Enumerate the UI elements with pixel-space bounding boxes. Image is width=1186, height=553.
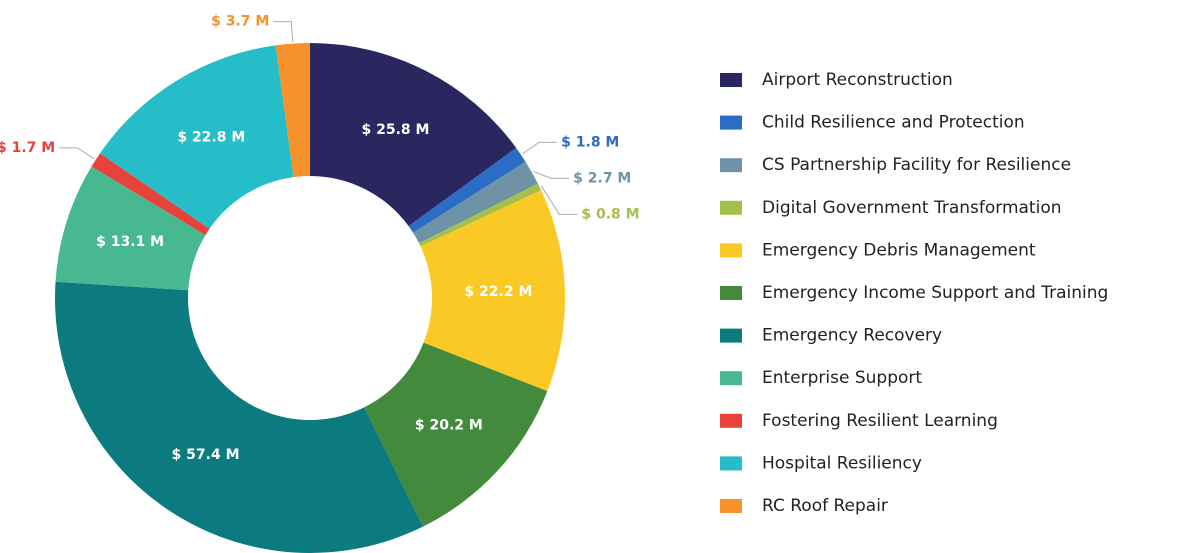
donut-slice — [419, 183, 542, 247]
legend-swatch — [720, 456, 742, 471]
data-label: $ 2.7 M — [573, 170, 631, 186]
donut-slice — [91, 153, 210, 236]
legend-label: Child Resilience and Protection — [762, 113, 1025, 133]
donut-slice — [275, 43, 310, 178]
legend-swatch — [720, 371, 742, 386]
legend-label: Digital Government Transformation — [762, 198, 1062, 218]
legend-swatch — [720, 200, 742, 215]
data-label: $ 22.8 M — [177, 129, 245, 145]
legend-swatch — [720, 73, 742, 87]
data-label: $ 0.8 M — [581, 206, 639, 222]
donut-slice — [420, 190, 565, 392]
legend-swatch — [720, 115, 742, 130]
legend-label: RC Roof Repair — [762, 496, 888, 516]
legend-swatch — [720, 158, 742, 173]
legend-label: Airport Reconstruction — [762, 70, 953, 90]
donut-slice — [310, 43, 517, 227]
leader-line — [59, 147, 95, 160]
leader-line — [540, 185, 578, 215]
legend-label: Emergency Recovery — [762, 326, 942, 346]
data-label: $ 13.1 M — [96, 234, 164, 250]
donut-slice — [54, 281, 424, 553]
legend-label: Emergency Income Support and Training — [762, 283, 1108, 303]
leader-line — [533, 171, 570, 179]
legend-label: Enterprise Support — [762, 368, 922, 388]
leader-line — [522, 141, 558, 155]
legend-swatch — [720, 413, 742, 428]
data-label: $ 3.7 M — [211, 14, 269, 30]
legend-label: CS Partnership Facility for Resilience — [762, 155, 1071, 175]
donut-slice — [408, 147, 526, 233]
data-label: $ 25.8 M — [362, 122, 430, 138]
legend-swatch — [720, 243, 742, 258]
legend-swatch — [720, 328, 742, 343]
donut-slice — [364, 342, 548, 527]
legend-label: Hospital Resiliency — [762, 453, 922, 473]
legend-label: Fostering Resilient Learning — [762, 411, 998, 431]
data-label: $ 57.4 M — [172, 447, 240, 463]
data-label: $ 22.2 M — [464, 284, 532, 300]
data-label: $ 20.2 M — [415, 417, 483, 433]
legend-swatch — [720, 499, 742, 513]
legend-swatch — [720, 286, 742, 300]
donut-slice — [55, 166, 206, 291]
donut-slice — [413, 161, 538, 244]
legend-label: Emergency Debris Management — [762, 240, 1036, 260]
data-label: $ 1.8 M — [561, 134, 619, 150]
donut-slice — [100, 45, 294, 229]
leader-line — [273, 21, 294, 42]
data-label: $ 1.7 M — [0, 140, 55, 156]
